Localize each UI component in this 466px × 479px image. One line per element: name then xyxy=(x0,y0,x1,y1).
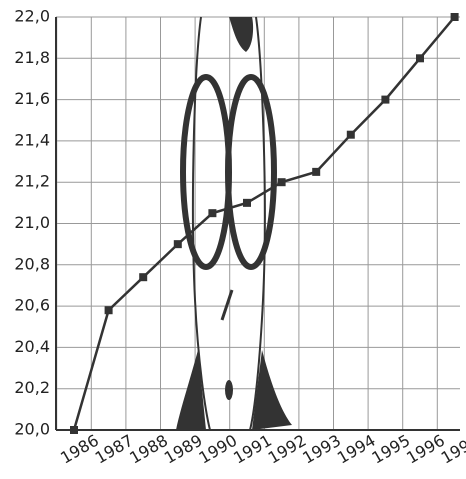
data-point xyxy=(105,306,113,314)
data-point xyxy=(243,199,251,207)
data-point xyxy=(451,13,459,21)
rocket-fin-right xyxy=(252,350,292,430)
y-tick-label: 20,6 xyxy=(14,296,50,315)
data-point xyxy=(312,168,320,176)
y-tick-label: 20,4 xyxy=(14,337,50,356)
y-tick-label: 21,6 xyxy=(14,89,50,108)
data-point xyxy=(416,54,424,62)
page: {"chart_data": {"type": "line", "categor… xyxy=(0,0,466,479)
rocket-ring-right xyxy=(228,77,274,267)
y-tick-label: 20,2 xyxy=(14,378,50,397)
y-tick-label: 20,0 xyxy=(14,420,50,439)
y-tick-label: 21,8 xyxy=(14,48,50,67)
data-point xyxy=(347,131,355,139)
data-point xyxy=(174,240,182,248)
x-tick-label: 1997 xyxy=(438,431,466,468)
rocket-ring-left xyxy=(183,77,229,267)
data-point xyxy=(70,426,78,434)
y-tick-label: 21,2 xyxy=(14,172,50,191)
chart: 20,0 20,2 20,4 20,6 20,8 21,0 21,2 21,4 21,6 21,8… xyxy=(0,0,466,475)
data-point xyxy=(278,178,286,186)
y-tick-label: 21,4 xyxy=(14,130,50,149)
y-tick-label: 21,0 xyxy=(14,213,50,232)
rocket-window xyxy=(225,380,233,400)
rocket-fin-left xyxy=(176,350,206,430)
y-tick-label: 22,0 xyxy=(14,7,50,26)
rocket-tip xyxy=(229,17,253,52)
data-point xyxy=(208,209,216,217)
data-point xyxy=(139,273,147,281)
rocket-stroke xyxy=(222,290,232,320)
y-tick-label: 20,8 xyxy=(14,254,50,273)
data-point xyxy=(381,96,389,104)
